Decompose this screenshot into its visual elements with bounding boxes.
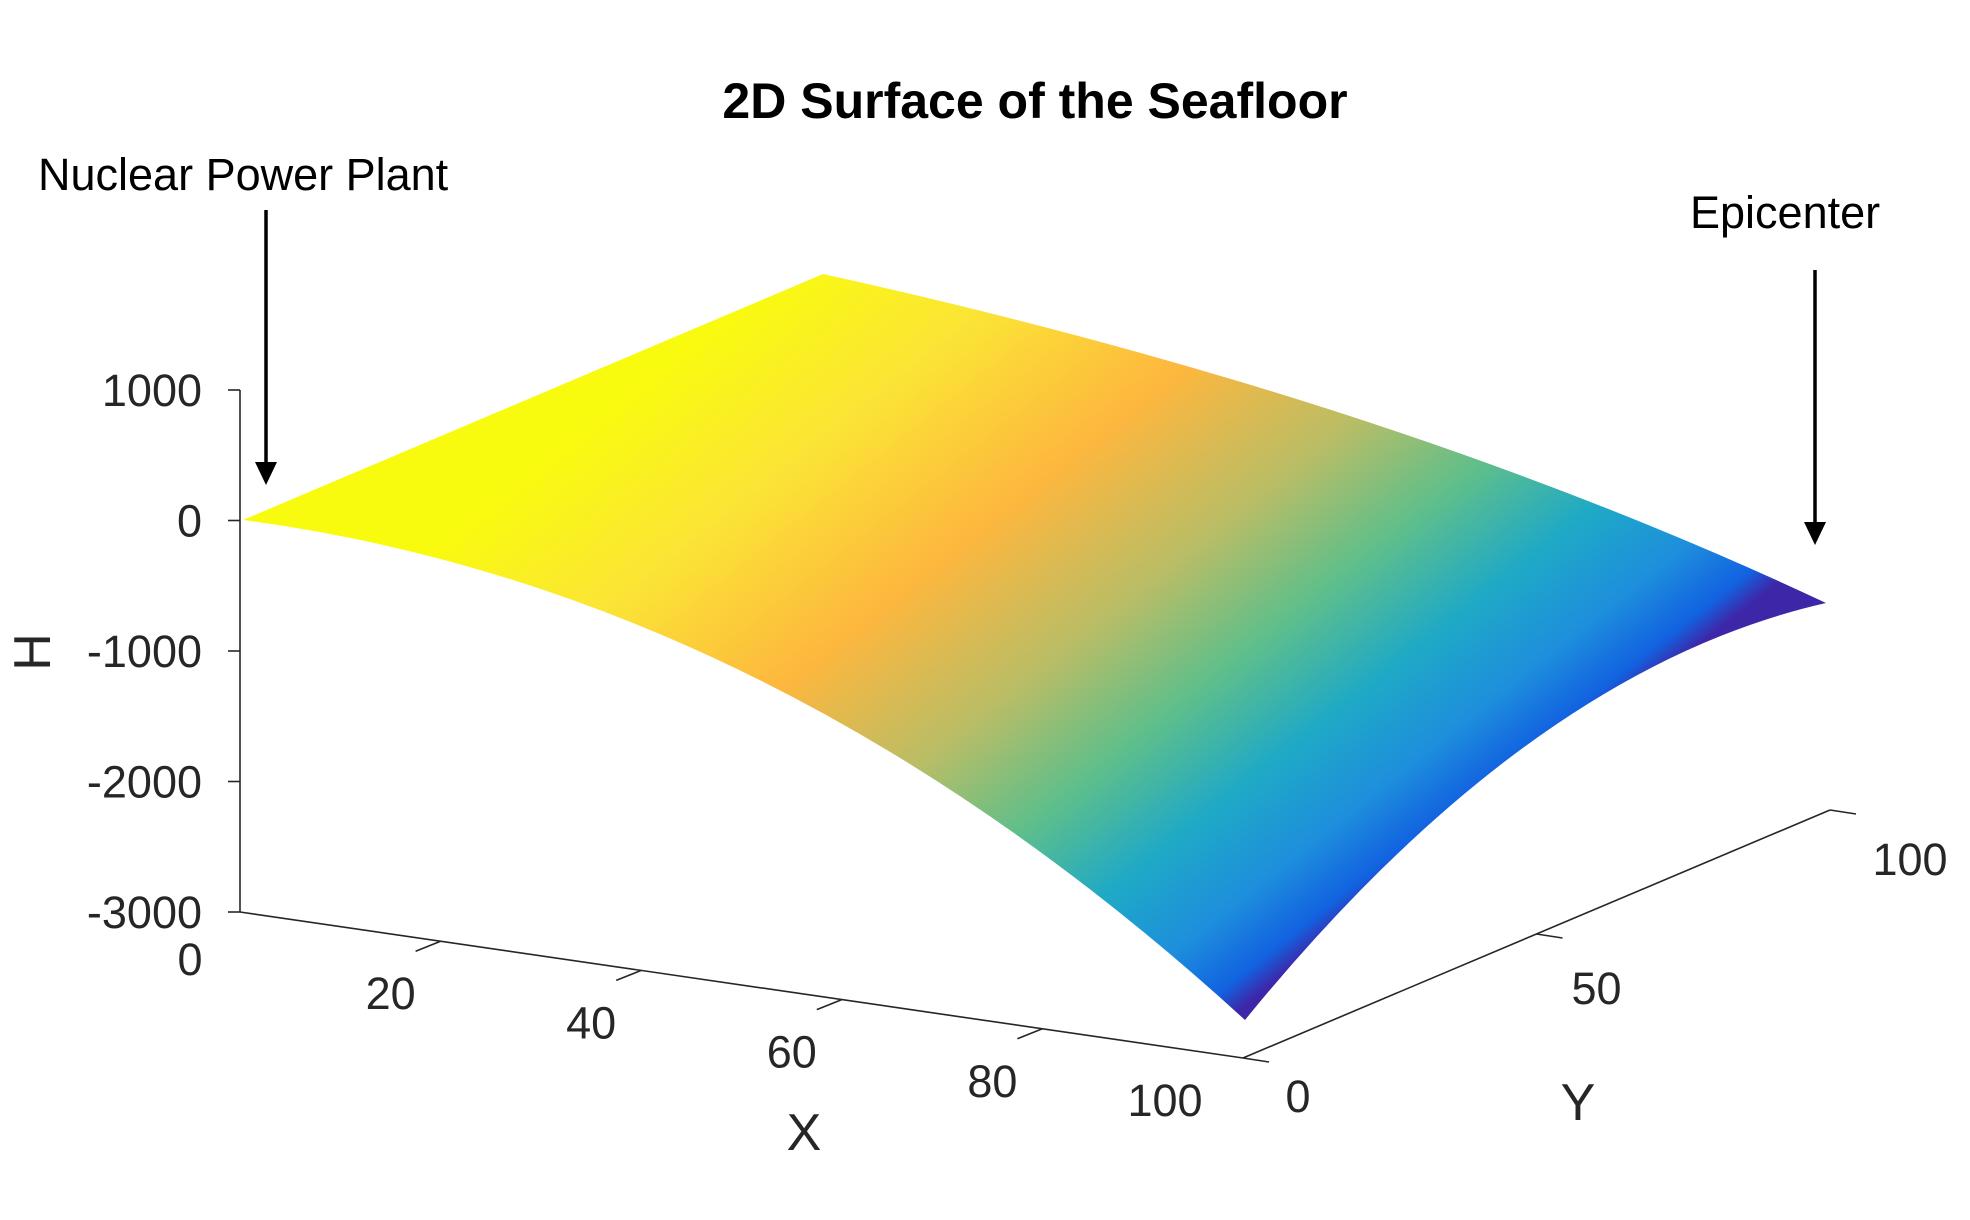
y-tick-label: 0 [1285, 1071, 1310, 1122]
x-tick-label: 0 [177, 934, 202, 985]
y-tick-label: 100 [1872, 834, 1947, 885]
x-tick-label: 40 [566, 997, 616, 1048]
x-tick-mark [415, 940, 441, 952]
z-tick-label: -1000 [87, 626, 202, 677]
y-axis-ticks: 0 50 100 [1242, 809, 1948, 1122]
annotation-epicenter: Epicenter [1690, 187, 1880, 238]
y-tick-mark [1536, 933, 1563, 939]
x-axis-line [239, 911, 1244, 1059]
z-axis-label: H [4, 633, 62, 671]
x-tick-mark [816, 998, 843, 1011]
y-axis-label: Y [1561, 1074, 1596, 1132]
z-tick-label: 0 [177, 496, 202, 547]
x-tick-label: 60 [767, 1027, 817, 1078]
z-axis-ticks: 1000 0 -1000 -2000 -3000 [87, 365, 240, 938]
seafloor-surface [243, 274, 1826, 1020]
x-axis-label: X [787, 1104, 822, 1162]
z-tick-label: -2000 [87, 757, 202, 808]
chart-title: 2D Surface of the Seafloor [722, 73, 1347, 129]
z-tick-label: 1000 [102, 365, 202, 416]
y-tick-label: 50 [1571, 963, 1621, 1014]
z-tick-label: -3000 [87, 887, 202, 938]
y-tick-mark [1242, 1057, 1270, 1063]
x-tick-label: 20 [366, 968, 416, 1019]
arrow-nuclear-head [255, 462, 277, 485]
arrow-epicenter-head [1804, 522, 1826, 545]
x-tick-label: 80 [967, 1056, 1017, 1107]
x-tick-label: 100 [1127, 1075, 1202, 1126]
y-tick-mark [1829, 809, 1857, 815]
x-axis-ticks: 0 20 40 60 80 100 [177, 934, 1202, 1126]
x-tick-mark [1017, 1028, 1043, 1040]
x-tick-mark [615, 969, 642, 982]
annotation-nuclear-power-plant: Nuclear Power Plant [38, 149, 449, 200]
